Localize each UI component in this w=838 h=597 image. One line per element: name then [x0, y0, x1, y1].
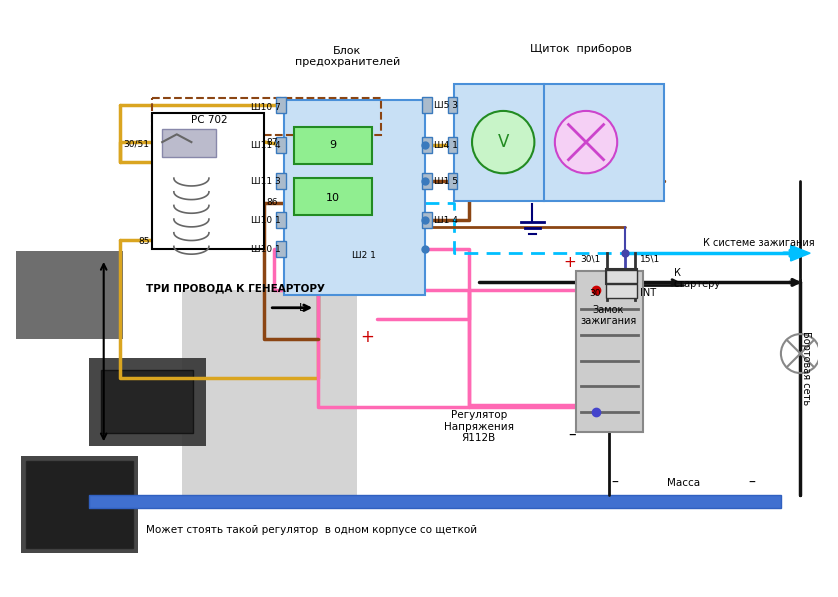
- Text: 30/51: 30/51: [123, 140, 149, 149]
- Bar: [284, 100, 425, 295]
- Circle shape: [555, 111, 618, 173]
- Text: Регулятор
Напряжения
Я112В: Регулятор Напряжения Я112В: [444, 410, 514, 443]
- Text: +: +: [563, 256, 577, 270]
- Text: Блок
предохранителей: Блок предохранителей: [295, 45, 400, 67]
- Text: ТРИ ПРОВОДА К ГЕНЕАРТОРУ: ТРИ ПРОВОДА К ГЕНЕАРТОРУ: [146, 283, 324, 293]
- Bar: [182, 290, 357, 495]
- Text: –: –: [569, 427, 577, 442]
- Bar: [606, 270, 637, 284]
- Text: К системе зажигания: К системе зажигания: [703, 238, 815, 248]
- Bar: [89, 495, 781, 509]
- Bar: [101, 370, 194, 433]
- Text: Ш1 4: Ш1 4: [434, 216, 458, 224]
- Bar: [447, 97, 458, 113]
- Text: 30: 30: [589, 288, 601, 298]
- Text: 85: 85: [138, 237, 149, 246]
- Text: Ш5 3: Ш5 3: [434, 100, 458, 110]
- Text: INT: INT: [639, 288, 656, 298]
- Text: Ш10 1: Ш10 1: [251, 245, 281, 254]
- Text: Ш10 1: Ш10 1: [251, 216, 281, 224]
- Bar: [606, 269, 637, 284]
- Bar: [89, 358, 206, 446]
- Text: Ш10 7: Ш10 7: [251, 103, 281, 112]
- Text: К
стартеру: К стартеру: [674, 267, 721, 290]
- Bar: [293, 127, 372, 164]
- Text: Ш11 3: Ш11 3: [251, 177, 281, 186]
- Bar: [277, 137, 286, 153]
- Text: 86: 86: [266, 198, 278, 207]
- Text: –: –: [748, 476, 755, 490]
- Text: 87: 87: [266, 137, 278, 147]
- Text: +: +: [360, 328, 374, 346]
- Text: 9: 9: [329, 140, 336, 150]
- Text: Может стоять такой регулятор  в одном корпусе со щеткой: Может стоять такой регулятор в одном кор…: [146, 525, 477, 535]
- Bar: [153, 113, 265, 250]
- Polygon shape: [182, 290, 357, 495]
- Text: 15\1: 15\1: [639, 254, 660, 263]
- Circle shape: [472, 111, 535, 173]
- Bar: [422, 173, 432, 189]
- Bar: [447, 173, 458, 189]
- Bar: [21, 456, 137, 553]
- Bar: [577, 270, 643, 432]
- Bar: [293, 178, 372, 215]
- Polygon shape: [791, 245, 810, 261]
- Bar: [277, 97, 286, 113]
- Bar: [422, 213, 432, 228]
- Text: РС 702: РС 702: [190, 115, 227, 125]
- Bar: [277, 242, 286, 257]
- Bar: [422, 97, 432, 113]
- Bar: [153, 99, 381, 136]
- Text: V: V: [498, 133, 509, 151]
- Text: Щиток  приборов: Щиток приборов: [530, 44, 632, 54]
- Bar: [447, 137, 458, 153]
- Bar: [16, 251, 123, 339]
- Text: Ш4 1: Ш4 1: [434, 140, 458, 149]
- Text: Ш1 5: Ш1 5: [434, 177, 458, 186]
- Text: –: –: [612, 476, 618, 490]
- Text: Масса: Масса: [667, 478, 700, 488]
- Text: 30\1: 30\1: [581, 254, 601, 263]
- Text: Бортовая сеть: Бортовая сеть: [801, 331, 811, 405]
- Bar: [277, 213, 286, 228]
- Text: 10: 10: [326, 193, 339, 202]
- Text: Замок
зажигания: Замок зажигания: [581, 304, 637, 327]
- Text: Ш11 4: Ш11 4: [251, 140, 281, 149]
- Bar: [26, 461, 133, 549]
- Text: L: L: [299, 303, 305, 313]
- Bar: [163, 130, 215, 157]
- Bar: [454, 84, 664, 201]
- Text: Ш2 1: Ш2 1: [352, 251, 376, 260]
- Bar: [422, 137, 432, 153]
- Bar: [606, 284, 637, 298]
- Bar: [277, 173, 286, 189]
